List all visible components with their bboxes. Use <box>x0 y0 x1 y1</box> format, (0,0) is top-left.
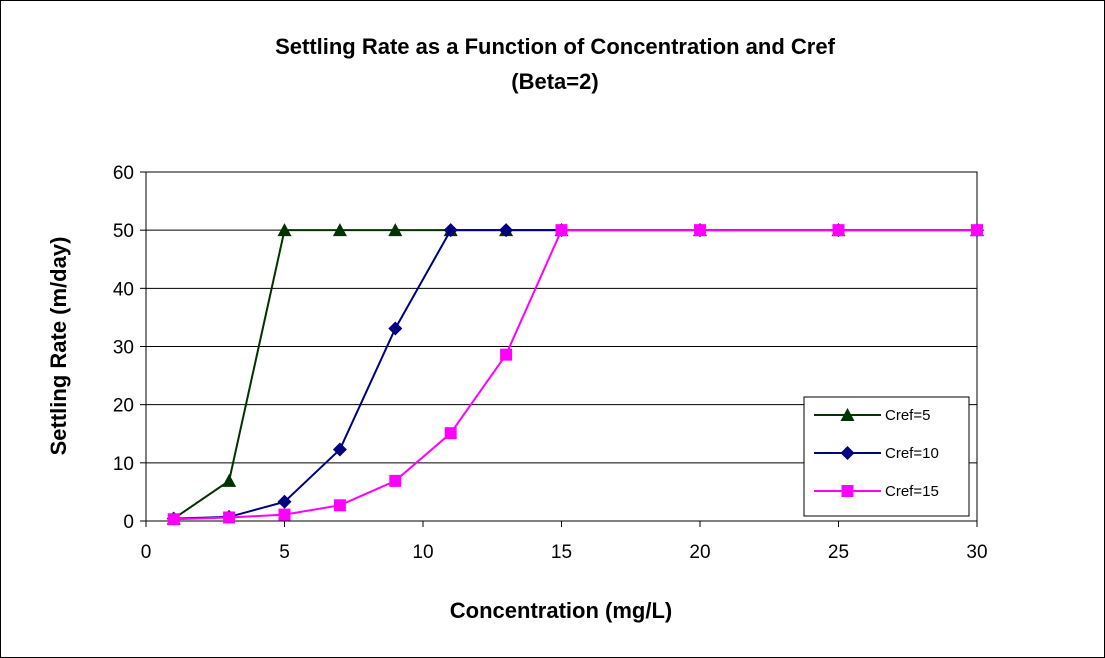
data-point-cref-5-1 <box>222 473 237 487</box>
y-tick-label-10: 10 <box>113 454 134 475</box>
legend-marker-cref-5 <box>840 408 855 421</box>
data-point-cref-10-6 <box>499 223 514 238</box>
axis-ticks: 0 10 20 30 40 50 60 0 5 10 15 20 25 30 <box>113 163 988 563</box>
legend-item-cref-10: Cref=10 <box>814 445 939 462</box>
x-tick-label-15: 15 <box>551 542 572 563</box>
x-tick-label-30: 30 <box>966 542 987 563</box>
data-point-cref-15-10 <box>971 224 983 237</box>
data-point-cref-5-4 <box>388 223 403 237</box>
data-point-cref-5-3 <box>332 223 347 237</box>
data-point-cref-15-8 <box>694 224 706 237</box>
series-cref-15 <box>167 224 983 526</box>
legend-label-cref-5: Cref=5 <box>885 407 930 424</box>
x-tick-label-25: 25 <box>828 542 849 563</box>
legend-item-cref-5: Cref=5 <box>814 407 930 424</box>
data-point-cref-15-3 <box>333 499 346 512</box>
y-tick-label-40: 40 <box>113 279 134 300</box>
data-point-cref-15-0 <box>167 513 180 526</box>
legend-marker-cref-15 <box>841 485 854 497</box>
x-axis-title: Concentration (mg/L) <box>450 598 672 623</box>
x-tick-label-5: 5 <box>279 542 290 563</box>
data-point-cref-15-4 <box>389 474 402 487</box>
y-tick-label-30: 30 <box>113 338 134 359</box>
legend-marker-cref-10 <box>840 446 855 460</box>
y-tick-label-20: 20 <box>113 396 134 417</box>
y-axis-title: Settling Rate (m/day) <box>46 237 71 456</box>
series-layer <box>166 223 984 526</box>
data-point-cref-15-7 <box>555 224 568 237</box>
x-tick-label-0: 0 <box>141 542 152 563</box>
legend-item-cref-15: Cref=15 <box>814 483 939 500</box>
data-point-cref-15-5 <box>444 427 457 440</box>
data-point-cref-15-6 <box>500 348 513 361</box>
legend-label-cref-15: Cref=15 <box>885 483 939 500</box>
data-point-cref-10-2 <box>277 494 292 509</box>
data-point-cref-15-9 <box>832 224 845 237</box>
data-point-cref-15-1 <box>223 511 236 524</box>
data-point-cref-10-5 <box>443 223 458 238</box>
legend-label-cref-10: Cref=10 <box>885 445 939 462</box>
y-tick-label-60: 60 <box>113 163 134 184</box>
data-point-cref-5-2 <box>277 223 292 237</box>
y-tick-label-0: 0 <box>123 512 134 533</box>
data-point-cref-10-3 <box>332 442 347 457</box>
data-point-cref-10-4 <box>388 321 403 336</box>
y-tick-label-50: 50 <box>113 221 134 242</box>
legend: Cref=5 Cref=10 Cref=15 <box>803 396 970 517</box>
x-tick-label-10: 10 <box>412 542 433 563</box>
chart-title-line-2: (Beta=2) <box>511 69 598 94</box>
legend-box <box>803 396 970 517</box>
data-point-cref-15-2 <box>278 508 291 521</box>
x-tick-label-20: 20 <box>689 542 710 563</box>
chart-title-line-1: Settling Rate as a Function of Concentra… <box>275 34 835 59</box>
